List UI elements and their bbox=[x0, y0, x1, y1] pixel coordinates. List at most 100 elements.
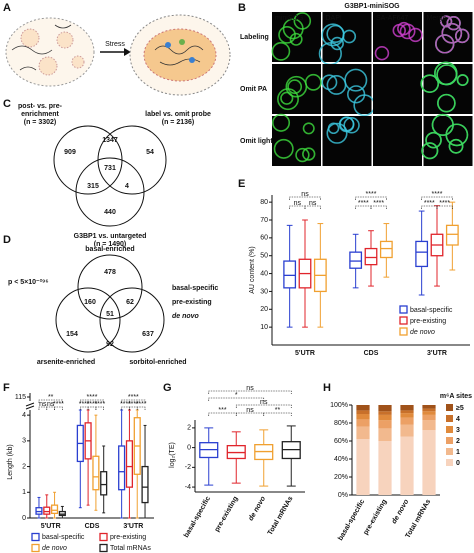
y-tick-label: 4 bbox=[22, 412, 26, 419]
panel-a-cartoon bbox=[5, 14, 231, 96]
panel-title: G3BP1-miniSOG bbox=[344, 3, 400, 10]
cell-signal bbox=[295, 147, 310, 163]
box bbox=[50, 504, 59, 515]
y-tick-label: 60% bbox=[334, 438, 348, 445]
cell-signal bbox=[273, 138, 294, 159]
box bbox=[125, 440, 134, 488]
set-label: (n = 1490) bbox=[94, 241, 127, 248]
legend-swatch bbox=[31, 532, 40, 542]
region-count: 637 bbox=[142, 331, 154, 338]
legend-label: Total mRNAs bbox=[110, 545, 151, 552]
y-tick-label: 0% bbox=[338, 492, 348, 499]
y-tick-label: -2 bbox=[185, 464, 191, 471]
row-label: Omit light bbox=[240, 138, 273, 145]
sig-bracket bbox=[121, 399, 146, 403]
legend-swatch bbox=[446, 415, 453, 422]
bar-segment bbox=[356, 410, 370, 414]
box bbox=[118, 445, 126, 491]
sig-label: **** bbox=[424, 200, 435, 207]
x-tick-label: 5'UTR bbox=[41, 523, 61, 530]
bar-segment bbox=[400, 424, 414, 437]
y-tick-label: 0 bbox=[187, 444, 191, 451]
set-label: G3BP1 vs. untargeted bbox=[74, 233, 147, 240]
bar-segment bbox=[378, 411, 392, 415]
sig-bracket bbox=[355, 196, 387, 200]
column-label: DAPI bbox=[326, 15, 342, 22]
micrograph bbox=[373, 116, 422, 166]
legend-label: basal-specific bbox=[410, 307, 453, 314]
sig-label: **** bbox=[87, 401, 98, 408]
cell-signal bbox=[326, 122, 348, 144]
y-tick-label: 30 bbox=[260, 288, 268, 295]
panel-letter: E bbox=[238, 178, 245, 190]
y-tick-label: 2 bbox=[22, 463, 26, 470]
legend-label: 2 bbox=[456, 438, 460, 445]
sig-bracket bbox=[87, 406, 97, 410]
cell-signal bbox=[343, 117, 360, 134]
sig-bracket bbox=[95, 406, 104, 410]
sig-label: ns bbox=[47, 401, 55, 408]
legend-swatch bbox=[446, 426, 453, 433]
cell-signal bbox=[408, 27, 423, 43]
bar-segment bbox=[378, 428, 392, 441]
granule bbox=[71, 55, 85, 69]
set-label: (n = 2136) bbox=[162, 119, 195, 126]
sig-label: **** bbox=[79, 401, 90, 408]
legend-title: m⁶A sites bbox=[440, 393, 472, 400]
sig-bracket bbox=[289, 205, 306, 209]
legend-swatch bbox=[31, 543, 40, 553]
sig-bracket bbox=[289, 196, 321, 200]
cell-signal bbox=[454, 28, 470, 44]
panel-letter: F bbox=[3, 382, 10, 394]
bar-segment bbox=[356, 405, 370, 411]
rna bbox=[11, 24, 72, 71]
arrow-head bbox=[124, 48, 131, 56]
y-tick-label: 1 bbox=[22, 489, 26, 496]
panel-letter: D bbox=[3, 234, 11, 246]
legend-swatch bbox=[99, 543, 108, 553]
y-tick-label: 10 bbox=[260, 324, 268, 331]
panel-letter: A bbox=[3, 2, 11, 14]
panels: A B C D E F G H Stress G3BP1-miniSOG Labeling miniS… bbox=[3, 2, 473, 553]
cell-signal bbox=[302, 147, 316, 161]
sig-bracket bbox=[304, 205, 321, 209]
y-tick-label: 20% bbox=[334, 474, 348, 481]
legend-label: de novo bbox=[172, 313, 200, 320]
micrograph bbox=[322, 116, 372, 166]
bar-segment bbox=[422, 414, 436, 421]
column-label: SA-AF647 bbox=[376, 15, 408, 22]
p-value: p < 5×10⁻²⁹⁶ bbox=[8, 279, 49, 286]
sig-bracket bbox=[421, 205, 438, 209]
x-tick-label: 3'UTR bbox=[427, 350, 447, 357]
y-axis-label: log₂(TE) bbox=[169, 442, 176, 468]
bar-segment bbox=[378, 414, 392, 421]
cell-signal bbox=[456, 74, 469, 86]
bar-segment bbox=[422, 411, 436, 415]
sig-label: **** bbox=[366, 191, 377, 198]
sig-label: **** bbox=[136, 401, 147, 408]
granule bbox=[20, 28, 40, 48]
panel-letter: G bbox=[163, 382, 172, 394]
column-label: miniSOG bbox=[275, 15, 303, 22]
sig-label: * bbox=[235, 392, 238, 399]
venn-circle bbox=[77, 254, 143, 320]
set-label: (n = 3302) bbox=[24, 119, 57, 126]
cell-signal bbox=[271, 42, 291, 61]
box bbox=[100, 471, 108, 496]
protein bbox=[165, 42, 171, 48]
cell-signal bbox=[446, 16, 461, 31]
region-count: 478 bbox=[104, 269, 116, 276]
x-tick-label: pre-existing bbox=[214, 495, 240, 533]
sig-label: ** bbox=[48, 394, 54, 401]
legend-swatch bbox=[446, 404, 453, 411]
set-label: basal-enriched bbox=[85, 246, 134, 253]
sig-bracket bbox=[235, 412, 265, 416]
sig-bracket bbox=[355, 205, 372, 209]
sig-label: ns bbox=[260, 399, 268, 406]
x-tick-label: 5'UTR bbox=[295, 350, 315, 357]
sig-bracket bbox=[263, 412, 292, 416]
cell-signal bbox=[327, 122, 340, 135]
cell-signal bbox=[421, 142, 439, 160]
y-tick-label: 2 bbox=[187, 425, 191, 432]
sig-bracket bbox=[80, 399, 104, 403]
